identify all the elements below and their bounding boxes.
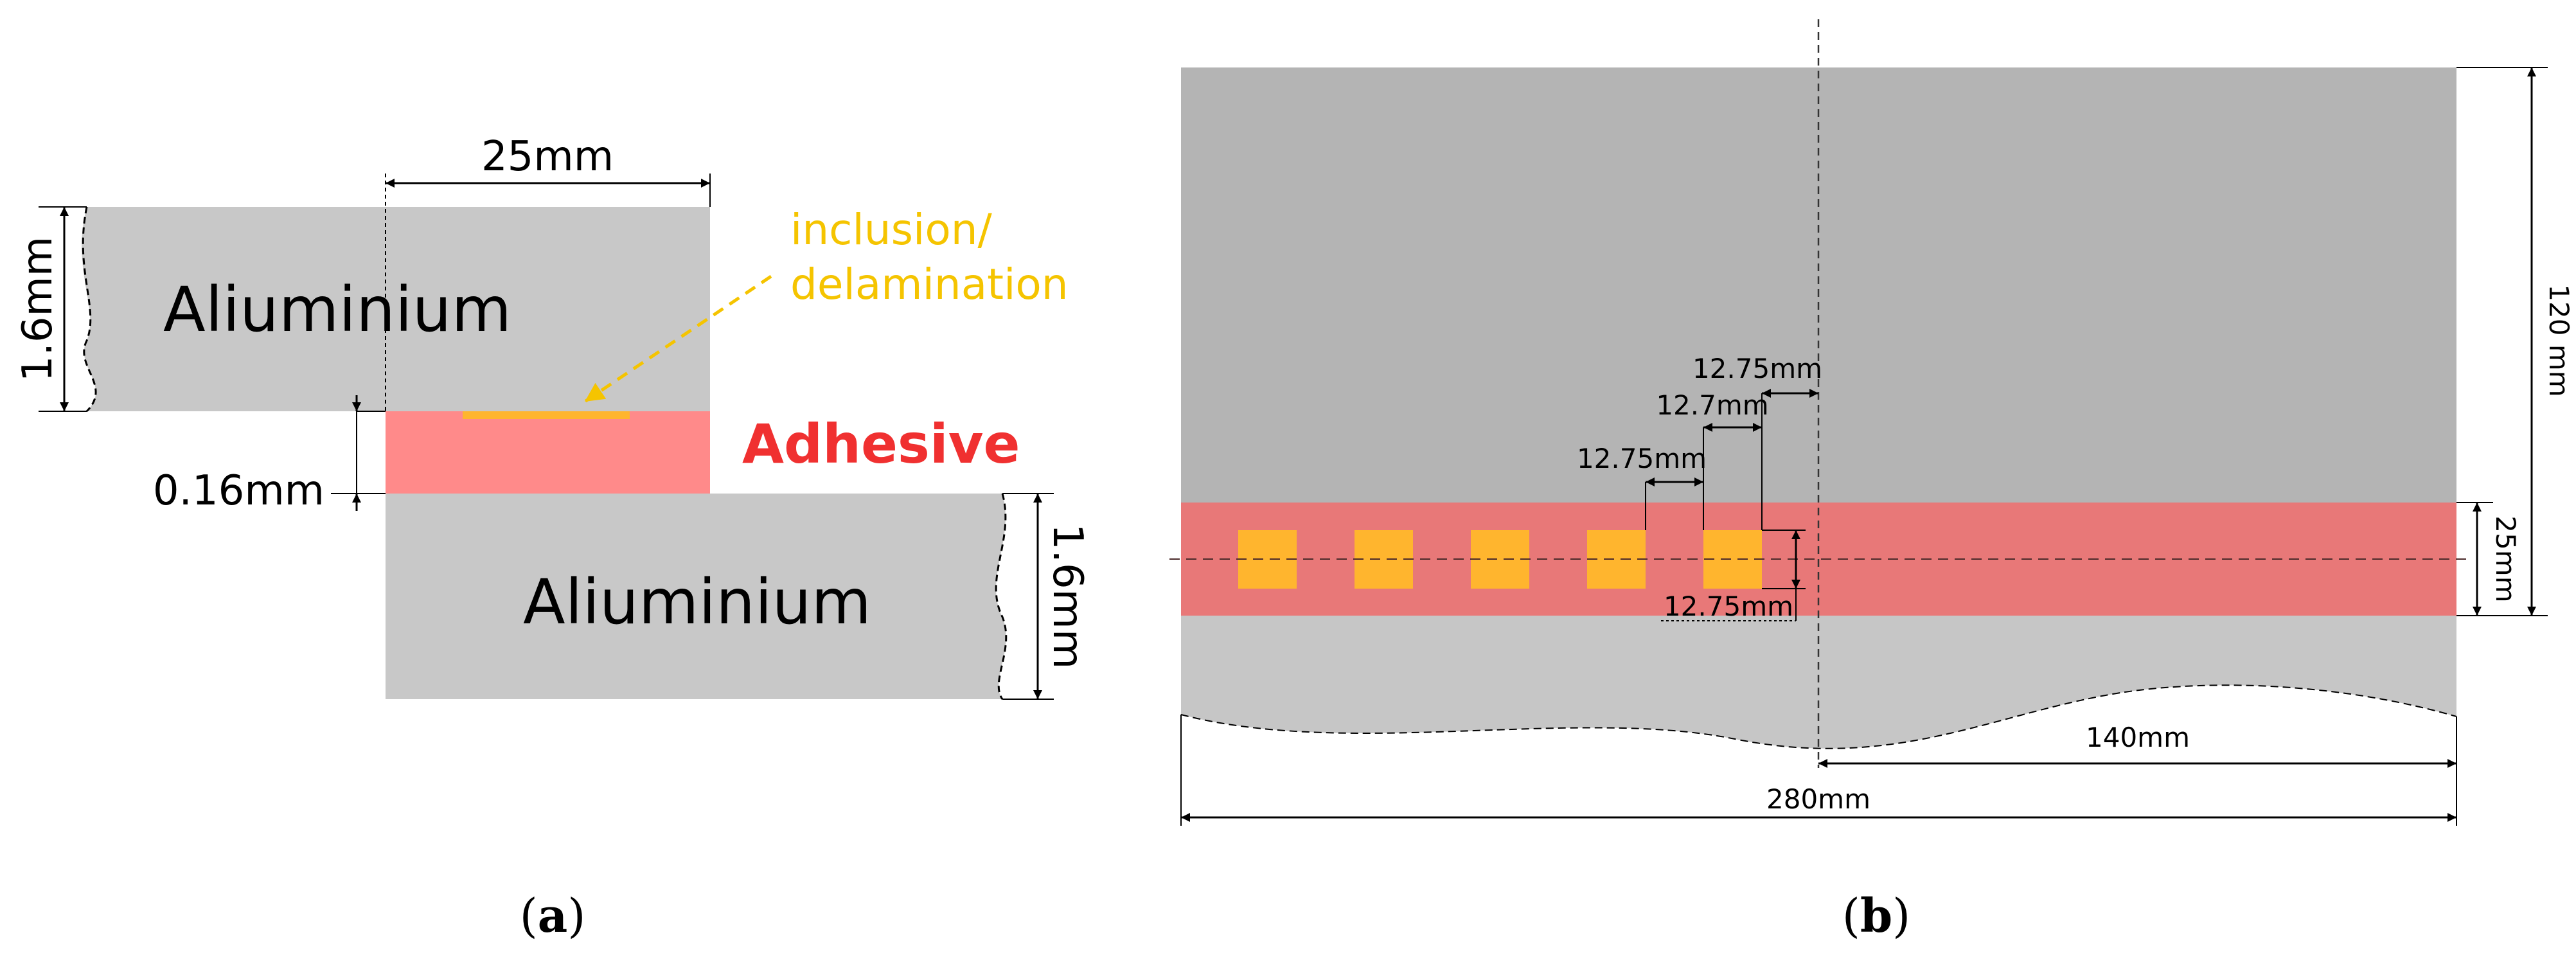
panel-b: 120 mm 25mm 140mm 280mm 12.75mm 12.7mm 1… — [1169, 19, 2575, 943]
adhesive-thickness-label: 0.16mm — [153, 467, 324, 515]
defect-inclusion — [463, 411, 630, 419]
adhesive-width-label: 25mm — [2490, 515, 2521, 602]
bottom-aluminium-plate — [386, 494, 1006, 699]
bottom-plate-label: Aliuminium — [523, 566, 871, 638]
caption-b: (b) — [1842, 888, 1911, 943]
half-length-label: 140mm — [2086, 722, 2190, 753]
panel-a: Aliuminium Adhesive Aliuminium 25mm 1.6m… — [14, 133, 1091, 943]
defect-size-label: 12.75mm — [1664, 591, 1793, 622]
defect-square-3 — [1471, 530, 1529, 589]
top-thickness-label: 1.6mm — [14, 236, 62, 382]
overlap-dimension-label: 25mm — [481, 133, 614, 181]
adhesive-layer — [386, 411, 710, 494]
adhesive-label: Adhesive — [742, 413, 1020, 476]
spacing-2-label: 12.7mm — [1656, 389, 1768, 421]
top-plate-label: Aliuminium — [163, 274, 511, 346]
bottom-plate-break-line — [995, 493, 1008, 700]
spacing-3-label: 12.75mm — [1577, 443, 1707, 474]
height-dimension-label: 120 mm — [2543, 284, 2575, 396]
spacing-1-label: 12.75mm — [1692, 353, 1822, 384]
defect-square-2 — [1355, 530, 1413, 589]
defect-label-line1: inclusion/ — [790, 205, 993, 254]
bottom-plate-break-line — [1180, 684, 2457, 749]
bottom-thickness-label: 1.6mm — [1044, 524, 1091, 669]
caption-a: (a) — [520, 888, 586, 943]
defect-label-line2: delamination — [790, 260, 1069, 309]
top-aluminium-plate — [82, 207, 711, 411]
total-length-label: 280mm — [1766, 783, 1870, 815]
